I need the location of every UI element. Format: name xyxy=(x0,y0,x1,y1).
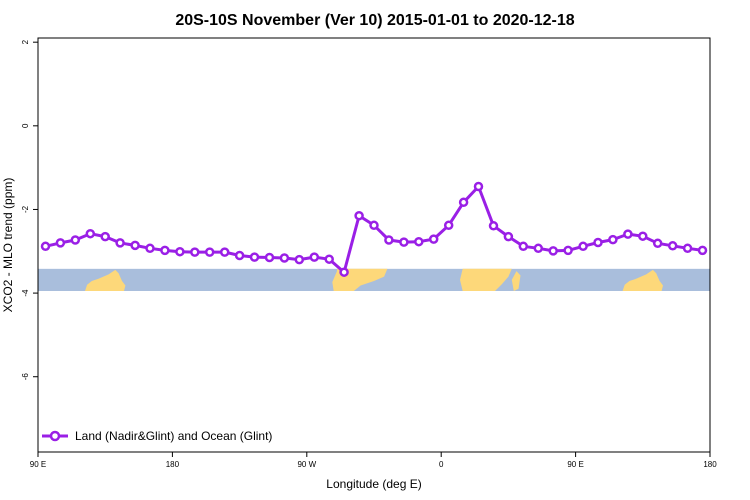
australia-landmass-1 xyxy=(85,269,126,291)
data-point xyxy=(548,246,558,256)
data-point xyxy=(667,241,678,251)
data-point xyxy=(339,267,349,277)
data-point xyxy=(503,231,514,242)
data-point xyxy=(428,234,439,244)
legend: Land (Nadir&Glint) and Ocean (Glint) xyxy=(42,429,272,443)
data-point xyxy=(190,247,200,257)
data-point xyxy=(414,236,424,247)
x-tick-label: 180 xyxy=(166,460,180,469)
data-point xyxy=(324,254,334,264)
data-point xyxy=(638,231,648,241)
data-point xyxy=(697,245,708,256)
data-point xyxy=(294,254,305,265)
x-axis-label: Longitude (deg E) xyxy=(326,477,421,491)
data-point xyxy=(219,247,230,257)
land-ocean-map-band xyxy=(38,268,710,291)
data-point xyxy=(488,221,499,231)
data-point xyxy=(458,197,469,208)
australia-landmass-2 xyxy=(622,269,663,291)
x-tick-label: 0 xyxy=(439,460,444,469)
y-axis: 2 0 -2 -4 -6 xyxy=(21,39,38,380)
data-point xyxy=(85,228,96,239)
legend-point-marker xyxy=(49,430,61,442)
data-point xyxy=(264,252,275,263)
data-point xyxy=(55,238,66,248)
data-point xyxy=(309,252,320,262)
data-point xyxy=(578,241,588,252)
data-point xyxy=(204,247,215,257)
data-point xyxy=(145,243,155,254)
data-point xyxy=(160,245,170,256)
data-point xyxy=(682,243,693,254)
data-point xyxy=(623,229,633,239)
legend-series-label: Land (Nadir&Glint) and Ocean (Glint) xyxy=(75,429,272,443)
y-tick-label: -2 xyxy=(21,205,30,213)
data-point xyxy=(100,231,110,242)
y-tick-label: -6 xyxy=(21,373,30,381)
data-point xyxy=(40,241,51,252)
data-point xyxy=(608,234,618,245)
y-tick-label: -4 xyxy=(21,289,30,297)
x-tick-label: 180 xyxy=(703,460,717,469)
data-point xyxy=(175,246,185,257)
data-point xyxy=(473,181,484,192)
data-point xyxy=(563,245,573,256)
x-tick-label: 90 W xyxy=(297,460,316,469)
series-layer xyxy=(40,181,708,277)
madagascar-landmass xyxy=(511,271,521,291)
data-point xyxy=(279,253,290,263)
data-point xyxy=(533,243,544,254)
data-point xyxy=(384,235,394,245)
x-tick-label: 90 E xyxy=(30,460,46,469)
data-point xyxy=(354,210,364,221)
data-point xyxy=(399,237,409,247)
data-point xyxy=(234,250,245,261)
data-point xyxy=(518,241,529,252)
data-point xyxy=(130,240,140,251)
data-point xyxy=(652,238,663,249)
x-tick-label: 90 E xyxy=(567,460,583,469)
y-axis-label: XCO2 - MLO trend (ppm) xyxy=(1,178,15,313)
data-point xyxy=(70,235,81,245)
data-point xyxy=(593,237,603,248)
africa-landmass xyxy=(460,268,512,291)
data-point xyxy=(443,220,454,231)
x-axis: 90 E 180 90 W 0 90 E 180 xyxy=(30,452,717,469)
y-tick-label: 0 xyxy=(21,123,30,128)
data-point xyxy=(249,252,260,262)
y-tick-label: 2 xyxy=(21,39,30,44)
data-point xyxy=(115,238,125,248)
plot-frame xyxy=(37,37,711,453)
chart-title: 20S-10S November (Ver 10) 2015-01-01 to … xyxy=(175,12,574,29)
data-point xyxy=(369,220,379,231)
